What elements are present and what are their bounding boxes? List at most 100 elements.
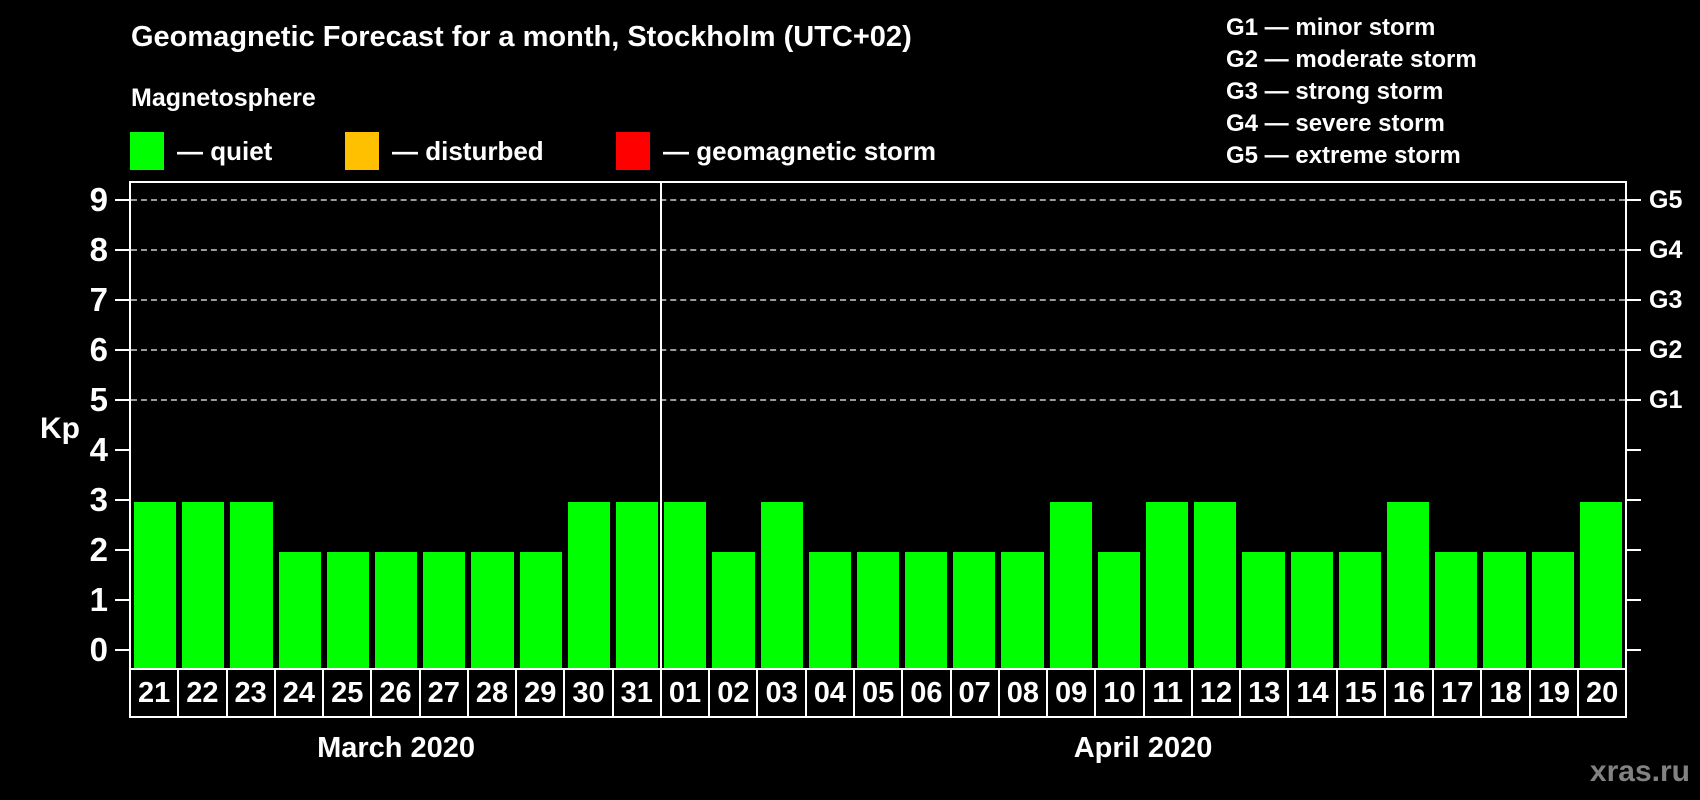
right-tick-kp6 <box>1627 349 1641 351</box>
day-cell: 07 <box>952 670 1000 716</box>
legend-item-quiet: — quiet <box>130 132 272 170</box>
kp-tick-label: 1 <box>89 581 108 618</box>
kp-bar <box>1001 552 1044 668</box>
kp-tick-label: 0 <box>89 631 108 668</box>
kp-bar <box>423 552 466 668</box>
g-scale-item: G1 — minor storm <box>1226 14 1436 41</box>
day-cell: 15 <box>1338 670 1386 716</box>
kp-bar <box>567 502 610 668</box>
kp-bar <box>712 552 755 668</box>
kp-bar <box>1242 552 1285 668</box>
day-cell: 17 <box>1434 670 1483 716</box>
left-tick-kp2 <box>115 549 129 551</box>
gridline-kp6 <box>131 349 1625 351</box>
quiet-swatch <box>130 132 164 170</box>
day-cell: 24 <box>276 670 325 716</box>
legend-item-label: — geomagnetic storm <box>663 135 937 166</box>
day-cell: 22 <box>179 670 228 716</box>
kp-tick-label: 6 <box>89 331 108 368</box>
g-scale-item: G3 — strong storm <box>1226 78 1444 105</box>
left-tick-kp3 <box>115 499 129 501</box>
g-axis-label-g3: G3 <box>1649 286 1683 314</box>
kp-bar <box>182 502 225 668</box>
day-cell: 18 <box>1482 670 1531 716</box>
kp-bar <box>471 552 514 668</box>
g-axis-label-g4: G4 <box>1649 236 1683 264</box>
kp-bar <box>905 552 948 668</box>
right-tick-kp7 <box>1627 299 1641 301</box>
g-scale-item: G5 — extreme storm <box>1226 142 1461 169</box>
magnetosphere-label: Magnetosphere <box>131 84 316 112</box>
day-cell: 16 <box>1386 670 1435 716</box>
kp-tick-label: 8 <box>89 231 108 268</box>
left-tick-kp0 <box>115 649 129 651</box>
g-axis-label-g2: G2 <box>1649 336 1683 364</box>
kp-bar <box>1097 552 1141 668</box>
right-tick-kp3 <box>1627 499 1641 501</box>
day-cell: 01 <box>662 670 711 716</box>
day-cell: 19 <box>1531 670 1579 716</box>
kp-bar <box>1387 502 1430 668</box>
day-cell: 26 <box>372 670 421 716</box>
gridline-kp8 <box>131 249 1625 251</box>
kp-bar <box>856 552 900 668</box>
day-cell: 10 <box>1096 670 1145 716</box>
right-tick-kp9 <box>1627 199 1641 201</box>
kp-tick-label: 7 <box>89 281 108 318</box>
kp-axis-label: Kp <box>40 412 80 445</box>
gridline-kp7 <box>131 299 1625 301</box>
left-tick-kp1 <box>115 599 129 601</box>
g-scale-item: G4 — severe storm <box>1226 110 1445 137</box>
legend-item-label: — disturbed <box>392 135 544 166</box>
day-cell: 21 <box>131 670 180 716</box>
kp-tick-label: 5 <box>89 381 108 418</box>
right-tick-kp4 <box>1627 449 1641 451</box>
left-tick-kp6 <box>115 349 129 351</box>
legend-item-disturbed: — disturbed <box>345 132 544 170</box>
left-tick-kp4 <box>115 449 129 451</box>
g-axis-label-g1: G1 <box>1649 386 1683 414</box>
month-separator <box>660 183 663 668</box>
kp-bar <box>1435 552 1478 668</box>
day-cell: 31 <box>614 670 662 716</box>
kp-bar <box>760 502 803 668</box>
kp-bar <box>808 552 851 668</box>
kp-bar <box>1338 552 1382 668</box>
month-label: April 2020 <box>1073 732 1213 764</box>
kp-bar <box>1483 552 1526 668</box>
right-tick-kp1 <box>1627 599 1641 601</box>
kp-bar <box>1049 502 1092 668</box>
day-cell: 05 <box>855 670 904 716</box>
plot-area <box>129 181 1627 670</box>
day-cell: 11 <box>1145 670 1193 716</box>
g-scale-item: G2 — moderate storm <box>1226 46 1477 73</box>
kp-bar <box>374 552 418 668</box>
day-cell: 04 <box>807 670 855 716</box>
kp-bar <box>615 502 659 668</box>
left-tick-kp5 <box>115 399 129 401</box>
day-cell: 23 <box>228 670 276 716</box>
g-scale-legend: G1 — minor storm G2 — moderate storm G3 — … <box>1226 12 1477 172</box>
day-cell: 09 <box>1048 670 1097 716</box>
kp-tick-label: 3 <box>89 481 108 518</box>
kp-bar <box>1146 502 1189 668</box>
day-cell: 06 <box>903 670 952 716</box>
g-axis-label-g5: G5 <box>1649 186 1683 214</box>
watermark: xras.ru <box>1589 755 1690 788</box>
left-tick-kp8 <box>115 249 129 251</box>
right-tick-kp0 <box>1627 649 1641 651</box>
kp-bar <box>664 502 707 668</box>
day-cell: 12 <box>1193 670 1242 716</box>
kp-bar <box>1531 552 1574 668</box>
dates-row: 21 22 23 24 25 26 27 28 29 30 31 01 02 03 04 05 06 07 08 09… <box>129 668 1627 718</box>
day-cell: 30 <box>565 670 614 716</box>
kp-bar <box>134 502 177 668</box>
kp-bar <box>519 552 562 668</box>
kp-bar <box>953 552 996 668</box>
kp-bar <box>326 552 369 668</box>
day-cell: 13 <box>1241 670 1290 716</box>
kp-bar <box>1579 502 1622 668</box>
kp-bar <box>230 502 273 668</box>
right-tick-kp8 <box>1627 249 1641 251</box>
